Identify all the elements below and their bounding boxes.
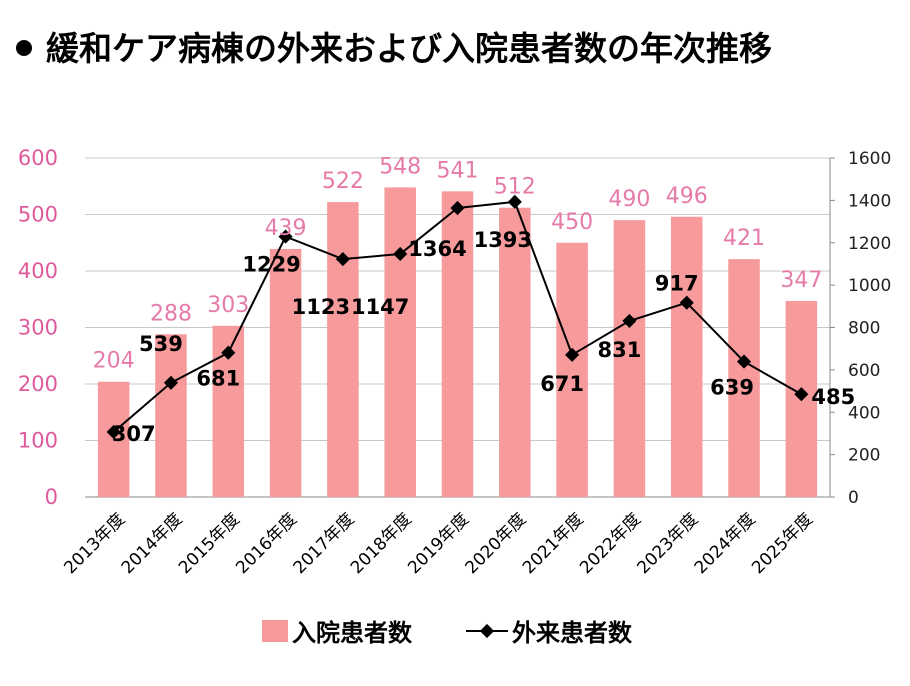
line-data-label: 539 (139, 332, 183, 356)
x-tick-label: 2022年度 (576, 509, 645, 578)
bar (327, 202, 359, 497)
line-series (106, 194, 809, 440)
bar (728, 259, 760, 497)
bar-data-label: 548 (379, 154, 421, 179)
line-point (507, 194, 522, 209)
y-left-tick-label: 100 (18, 429, 58, 453)
bar (155, 334, 187, 497)
x-tick-label: 2020年度 (462, 509, 531, 578)
y-left-tick-label: 500 (18, 203, 58, 227)
line-data-label: 917 (655, 272, 699, 296)
bar-data-label: 512 (494, 175, 536, 200)
x-tick-label: 2025年度 (748, 509, 817, 578)
legend: 入院患者数 外来患者数 (262, 619, 633, 647)
line-point (335, 251, 350, 267)
bar (384, 187, 416, 497)
line-point (221, 345, 236, 360)
y-right-tick-label: 800 (848, 319, 880, 339)
x-tick-label: 2016年度 (232, 509, 301, 578)
bar-series (97, 187, 818, 497)
line-data-label: 831 (598, 338, 642, 362)
bar-data-label: 450 (551, 210, 593, 235)
line-point (679, 295, 694, 310)
bar (556, 242, 588, 497)
data-labels: 204 288 303 439 522 548 541 512 450 490 496 421 347 3… (93, 154, 856, 446)
bar (613, 220, 646, 497)
bar (670, 216, 703, 497)
y-left-tick-label: 300 (18, 316, 58, 340)
line-point (622, 313, 637, 329)
line-data-label: 1147 (351, 295, 409, 319)
x-tick-label: 2021年度 (519, 509, 588, 578)
y-left-tick-label: 200 (18, 372, 58, 396)
bar-data-label: 288 (150, 301, 192, 326)
y-left-tick-label: 0 (45, 485, 58, 509)
line-point (794, 387, 809, 402)
x-tick-label: 2013年度 (60, 509, 129, 578)
y-right-tick-label: 600 (848, 361, 880, 381)
line-data-label: 1364 (408, 237, 466, 261)
bar-data-label: 496 (666, 184, 708, 209)
bar-data-label: 522 (322, 169, 364, 194)
x-tick-label: 2023年度 (633, 509, 702, 578)
legend-label-bar: 入院患者数 (292, 619, 413, 647)
line-data-label: 1123 (292, 295, 350, 319)
x-tick-label: 2024年度 (691, 509, 760, 578)
bar (97, 381, 130, 497)
x-tick-labels: 2013年度2014年度2015年度2016年度2017年度2018年度2019… (60, 509, 816, 578)
bar-data-label: 347 (780, 268, 822, 293)
line-data-label: 639 (710, 376, 754, 400)
x-tick-label: 2019年度 (404, 509, 473, 578)
x-tick-label: 2017年度 (290, 509, 359, 578)
legend-diamond-icon (479, 623, 495, 639)
title-bullet-icon (16, 40, 32, 56)
line-point (450, 200, 465, 216)
x-tick-label: 2018年度 (347, 509, 416, 578)
line-point (736, 354, 752, 369)
x-tick-label: 2015年度 (175, 509, 244, 578)
axes: 0 100 200 300 400 500 600 0 200 400 600 800 1000 1200… (18, 146, 891, 509)
legend-swatch-bar (262, 620, 288, 642)
y-left-tick-label: 400 (18, 259, 58, 283)
y-right-tick-label: 1400 (848, 191, 891, 211)
line-point (106, 424, 121, 440)
line-point (278, 229, 293, 244)
x-tick-label: 2014年度 (118, 509, 187, 578)
line-data-label: 671 (540, 372, 584, 396)
bar-data-label: 541 (437, 158, 479, 183)
line-point (565, 347, 580, 362)
bar-data-label: 303 (207, 293, 249, 318)
chart-title: 緩和ケア病棟の外来および入院患者数の年次推移 (46, 29, 772, 68)
bar-data-label: 439 (265, 216, 307, 241)
y-left-tick-label: 600 (18, 146, 58, 170)
bar-data-label: 490 (608, 187, 650, 212)
line-data-label: 1393 (474, 228, 532, 252)
y-right-tick-label: 400 (848, 403, 880, 423)
line-data-label: 1229 (242, 253, 300, 277)
y-right-tick-label: 1600 (848, 149, 891, 169)
y-right-tick-label: 1000 (848, 276, 891, 296)
line-data-label: 485 (811, 385, 855, 409)
bar (269, 248, 302, 497)
legend-label-line: 外来患者数 (512, 619, 633, 647)
y-right-tick-label: 0 (848, 488, 859, 508)
y-right-tick-label: 1200 (848, 234, 891, 254)
line-point (163, 375, 179, 390)
bar (441, 191, 474, 497)
line-data-label: 681 (196, 367, 240, 391)
bar (499, 207, 531, 497)
line-point (393, 246, 408, 262)
line-data-label: 307 (112, 422, 156, 446)
bar-data-label: 204 (93, 349, 135, 374)
bar-data-label: 421 (723, 226, 765, 251)
y-right-tick-label: 200 (848, 446, 880, 466)
